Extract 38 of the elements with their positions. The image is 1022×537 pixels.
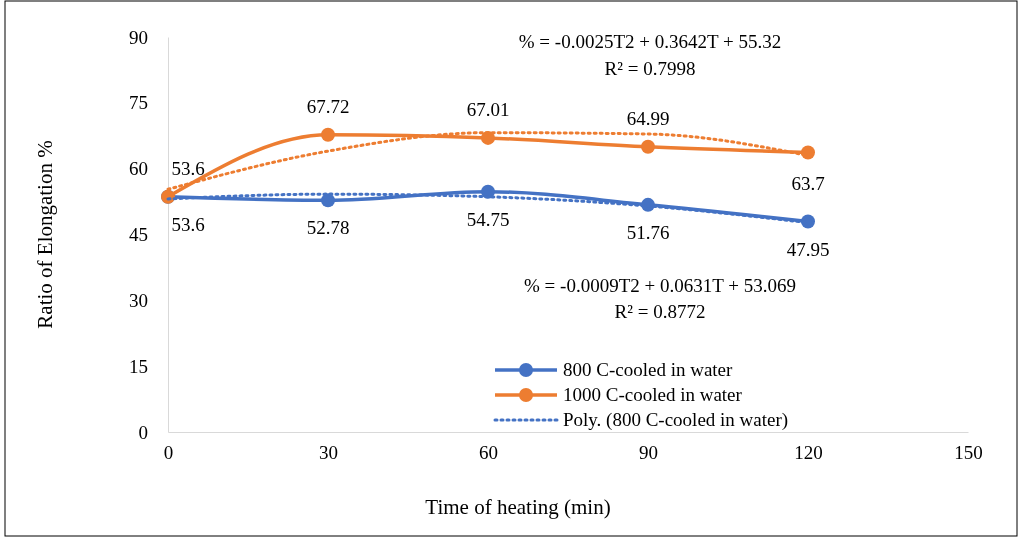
x-tick-label: 0 xyxy=(163,442,174,464)
point xyxy=(801,145,815,160)
legend-label: Poly. (800 C-cooled in water) xyxy=(563,409,789,431)
annotation: % = -0.0025T2 + 0.3642T + 55.32 xyxy=(518,31,782,52)
x-tick-label: 150 xyxy=(954,442,983,464)
data-label: 53.6 xyxy=(171,157,205,179)
legend-label: 1000 C-cooled in water xyxy=(563,384,743,405)
x-tick-label: 30 xyxy=(319,442,338,464)
data-label: 53.6 xyxy=(171,213,205,235)
data-label: 47.95 xyxy=(786,238,830,260)
y-tick-label: 30 xyxy=(129,289,148,311)
data-label: 63.7 xyxy=(791,173,825,195)
point xyxy=(321,193,335,208)
y-tick-label: 45 xyxy=(129,224,148,246)
data-label: 67.01 xyxy=(466,98,510,120)
annotation: R² = 0.7998 xyxy=(604,58,696,79)
data-label: 52.78 xyxy=(306,217,350,239)
y-tick-label: 0 xyxy=(138,421,148,443)
data-label: 51.76 xyxy=(626,221,670,243)
annotation: R² = 0.8772 xyxy=(614,301,706,322)
x-tick-label: 90 xyxy=(639,442,658,464)
x-tick-label: 60 xyxy=(479,442,498,464)
x-axis-title: Time of heating (min) xyxy=(425,495,611,519)
y-tick-label: 60 xyxy=(129,158,148,180)
annotation: % = -0.0009T2 + 0.0631T + 53.069 xyxy=(524,275,796,296)
point xyxy=(481,130,495,145)
data-label: 54.75 xyxy=(466,208,510,230)
y-axis-title: Ratio of Elongation % xyxy=(33,140,57,329)
point xyxy=(321,127,335,142)
data-label: 64.99 xyxy=(626,107,670,129)
y-tick-label: 15 xyxy=(129,355,148,377)
y-tick-label: 75 xyxy=(129,92,148,114)
point xyxy=(801,214,815,229)
x-tick-label: 120 xyxy=(794,442,823,464)
data-label: 67.72 xyxy=(306,95,350,117)
y-tick-label: 90 xyxy=(129,26,148,48)
point xyxy=(641,139,655,154)
legend-label: 800 C-cooled in water xyxy=(563,359,734,380)
